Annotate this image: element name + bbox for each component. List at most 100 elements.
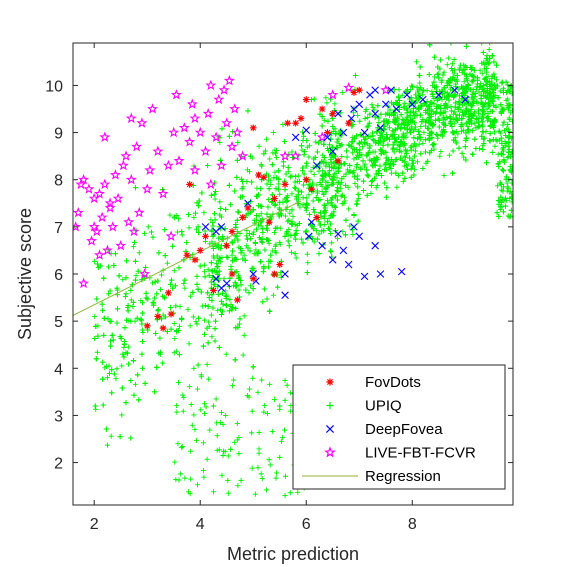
data-point	[321, 221, 327, 228]
data-point	[158, 272, 165, 278]
data-point	[444, 62, 450, 68]
data-point	[273, 186, 279, 192]
data-point	[417, 112, 423, 118]
data-point	[208, 312, 214, 318]
data-point	[451, 129, 457, 136]
data-point	[176, 352, 183, 358]
data-point	[333, 193, 339, 199]
data-point	[332, 193, 339, 199]
data-point	[429, 91, 436, 97]
data-point	[373, 171, 379, 177]
data-point	[312, 130, 318, 137]
data-point	[164, 328, 170, 335]
data-point	[314, 236, 320, 242]
data-point	[313, 214, 321, 221]
data-point	[300, 165, 306, 171]
data-point	[486, 96, 492, 102]
data-point	[223, 206, 229, 213]
data-point	[335, 179, 342, 186]
data-point	[143, 290, 149, 296]
data-point	[217, 139, 223, 146]
y-tick-label: 8	[54, 173, 63, 190]
data-point	[328, 230, 334, 237]
data-point	[305, 235, 311, 241]
data-point	[372, 114, 378, 120]
data-point	[351, 136, 358, 142]
data-point	[366, 120, 372, 126]
y-tick-label: 3	[54, 408, 63, 425]
data-point	[377, 135, 384, 141]
data-point	[215, 263, 221, 270]
data-point	[176, 477, 182, 483]
data-point	[115, 239, 127, 251]
data-point	[350, 89, 358, 96]
data-point	[456, 67, 463, 73]
data-point	[344, 260, 353, 269]
data-point	[217, 157, 223, 163]
data-point	[303, 228, 309, 234]
data-point	[402, 153, 408, 159]
data-point	[464, 108, 470, 114]
data-point	[371, 109, 379, 118]
data-point	[480, 136, 486, 142]
data-point	[271, 195, 278, 202]
data-point	[282, 492, 288, 499]
data-point	[403, 150, 410, 156]
data-point	[430, 91, 436, 97]
data-point	[481, 135, 487, 141]
data-point	[323, 179, 329, 185]
data-point	[202, 274, 208, 280]
data-point	[162, 253, 168, 259]
data-point	[399, 139, 405, 145]
data-point	[233, 224, 239, 230]
data-point	[345, 119, 353, 127]
data-point	[502, 195, 509, 201]
data-point	[332, 203, 338, 209]
data-point	[73, 206, 84, 218]
data-point	[205, 267, 211, 273]
data-point	[505, 121, 511, 128]
data-point	[285, 218, 291, 224]
data-point	[465, 81, 471, 88]
data-point	[97, 263, 104, 269]
data-point	[408, 117, 414, 123]
data-point	[277, 211, 283, 217]
data-point	[289, 207, 295, 213]
data-point	[277, 225, 283, 231]
data-point	[430, 108, 436, 114]
data-point	[429, 122, 436, 129]
data-point	[215, 291, 221, 297]
data-point	[311, 96, 317, 102]
data-point	[172, 459, 178, 465]
data-point	[204, 361, 210, 368]
data-point	[499, 79, 505, 85]
data-point	[255, 171, 262, 179]
data-point	[336, 129, 342, 135]
data-point	[322, 205, 328, 211]
data-point	[328, 197, 334, 203]
data-point	[469, 65, 475, 71]
data-point	[194, 126, 206, 138]
data-point	[228, 270, 236, 278]
data-point	[498, 109, 504, 115]
data-point	[506, 106, 512, 112]
data-point	[109, 332, 115, 338]
data-point	[296, 179, 302, 185]
data-point	[244, 236, 251, 242]
data-point	[431, 84, 438, 90]
data-point	[506, 146, 512, 153]
data-point	[376, 270, 385, 278]
data-point	[214, 447, 220, 453]
data-point	[339, 142, 345, 148]
data-point	[339, 128, 348, 137]
data-point	[471, 73, 477, 80]
data-point	[261, 409, 267, 415]
data-point	[369, 102, 375, 108]
data-point	[325, 201, 331, 207]
data-point	[144, 164, 156, 175]
data-point	[326, 142, 333, 148]
y-tick-label: 5	[54, 314, 63, 331]
data-point	[260, 269, 266, 275]
data-point	[485, 61, 491, 67]
data-point	[100, 359, 106, 365]
